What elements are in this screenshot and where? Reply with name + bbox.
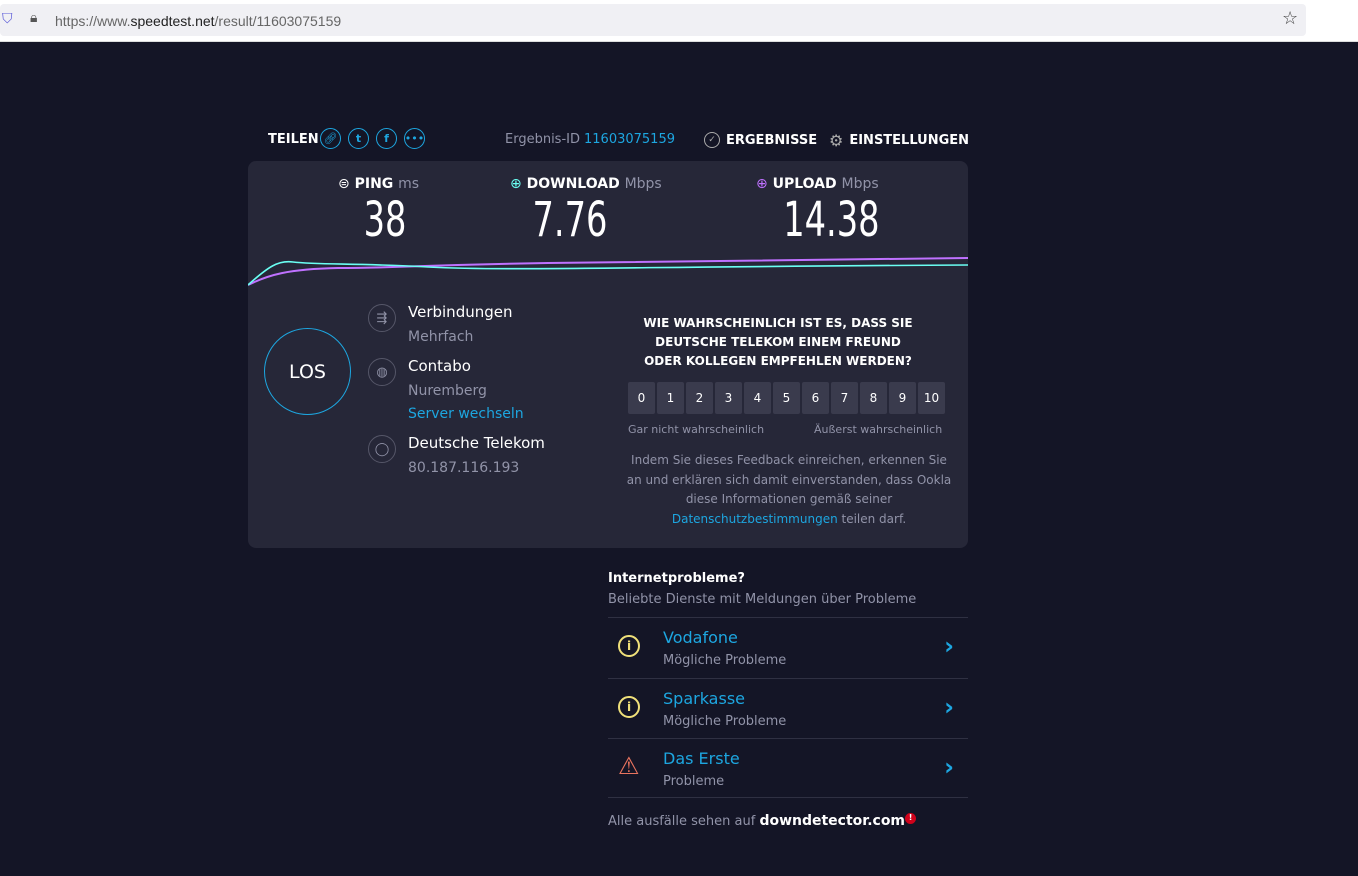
upload-label: ⊕ UPLOAD Mbps	[756, 176, 879, 192]
nps-option-2[interactable]: 2	[686, 382, 713, 414]
link-icon[interactable]: 🔗︎	[320, 128, 341, 149]
settings-label: EINSTELLUNGEN	[849, 133, 970, 148]
nps-option-1[interactable]: 1	[657, 382, 684, 414]
connections-label: Verbindungen	[408, 303, 513, 321]
go-button[interactable]: LOS	[264, 328, 351, 415]
nps-option-0[interactable]: 0	[628, 382, 655, 414]
server-location: Nuremberg	[408, 383, 487, 399]
connections-value: Mehrfach	[408, 329, 474, 345]
user-icon: ◯	[368, 435, 396, 463]
facebook-icon[interactable]: f	[376, 128, 397, 149]
result-id-link[interactable]: 11603075159	[584, 132, 675, 147]
change-server-link[interactable]: Server wechseln	[408, 406, 524, 422]
nps-option-6[interactable]: 6	[802, 382, 829, 414]
service-status: Mögliche Probleme	[663, 713, 787, 729]
more-icon[interactable]: •••	[404, 128, 425, 149]
ping-value: 38	[363, 192, 407, 248]
nps-option-7[interactable]: 7	[831, 382, 858, 414]
divider	[608, 797, 968, 798]
nps-option-9[interactable]: 9	[889, 382, 916, 414]
scale-low-label: Gar nicht wahrscheinlich	[628, 423, 765, 436]
downdetector-footer: Alle ausfälle sehen auf downdetector.com…	[608, 813, 917, 829]
problem-item[interactable]: i Vodafone Mögliche Probleme ›	[608, 617, 968, 677]
download-value: 7.76	[532, 192, 608, 248]
nps-option-3[interactable]: 3	[715, 382, 742, 414]
url-text[interactable]: https://www.speedtest.net/result/1160307…	[55, 13, 342, 29]
server-name: Contabo	[408, 357, 471, 375]
nps-scale: 0 1 2 3 4 5 6 7 8 9 10	[628, 382, 945, 414]
alert-icon: !	[905, 813, 917, 824]
chevron-right-icon[interactable]: ›	[944, 632, 954, 660]
survey-question: WIE WAHRSCHEINLICH IST ES, DASS SIE DEUT…	[643, 316, 913, 368]
problem-item[interactable]: ⚠ Das Erste Probleme ›	[608, 738, 968, 798]
isp-name: Deutsche Telekom	[408, 434, 545, 452]
problem-item[interactable]: i Sparkasse Mögliche Probleme ›	[608, 677, 968, 738]
scale-high-label: Äußerst wahrscheinlich	[814, 423, 943, 436]
service-name: Vodafone	[663, 628, 738, 647]
upload-icon: ⊕	[756, 176, 768, 192]
bookmark-star-icon[interactable]: ☆	[1282, 8, 1299, 29]
service-status: Probleme	[663, 774, 725, 789]
speed-graph	[248, 257, 968, 286]
warning-icon: ⚠	[618, 752, 640, 780]
ping-label: ⊜ PING ms	[338, 176, 420, 192]
privacy-link[interactable]: Datenschutzbestimmungen	[671, 511, 838, 526]
download-icon: ⊕	[510, 176, 522, 192]
nps-option-10[interactable]: 10	[918, 382, 945, 414]
ping-icon: ⊜	[338, 176, 350, 192]
upload-value: 14.38	[783, 192, 880, 248]
address-bar[interactable]: ⛉ 🔒︎ https://www.speedtest.net/result/11…	[0, 4, 1306, 36]
twitter-icon[interactable]: t	[348, 128, 369, 149]
info-icon: i	[618, 695, 640, 718]
nps-option-5[interactable]: 5	[773, 382, 800, 414]
settings-button[interactable]: ⚙ EINSTELLUNGEN	[829, 131, 969, 150]
survey-disclaimer: Indem Sie dieses Feedback einreichen, er…	[626, 453, 952, 526]
chevron-right-icon[interactable]: ›	[944, 753, 954, 781]
chevron-right-icon[interactable]: ›	[944, 692, 954, 721]
service-name: Sparkasse	[663, 688, 745, 708]
connections-icon: ⇶	[368, 304, 396, 332]
downdetector-link[interactable]: downdetector.com	[759, 813, 906, 829]
check-circle-icon: ✓	[704, 132, 720, 148]
result-id-label: Ergebnis-ID	[505, 132, 580, 147]
gear-icon: ⚙	[829, 131, 844, 150]
upload-line	[248, 257, 968, 286]
download-line	[248, 260, 968, 286]
result-card	[248, 161, 968, 548]
problems-title: Internetprobleme?	[608, 571, 745, 586]
lock-icon[interactable]: 🔒︎	[30, 10, 38, 26]
service-name: Das Erste	[663, 749, 740, 768]
browser-toolbar: ⛉ 🔒︎ https://www.speedtest.net/result/11…	[0, 0, 1358, 42]
problems-subtitle: Beliebte Dienste mit Meldungen über Prob…	[608, 592, 917, 607]
info-icon: i	[618, 635, 640, 657]
nps-option-4[interactable]: 4	[744, 382, 771, 414]
share-label: TEILEN	[268, 132, 319, 147]
results-label: ERGEBNISSE	[726, 132, 818, 148]
shield-icon[interactable]: ⛉	[2, 11, 13, 27]
results-button[interactable]: ✓ ERGEBNISSE	[704, 132, 817, 148]
download-label: ⊕ DOWNLOAD Mbps	[510, 176, 662, 192]
globe-icon: ◍	[368, 358, 396, 386]
ip-address: 80.187.116.193	[408, 460, 520, 476]
nps-option-8[interactable]: 8	[860, 382, 887, 414]
service-status: Mögliche Probleme	[663, 653, 787, 668]
